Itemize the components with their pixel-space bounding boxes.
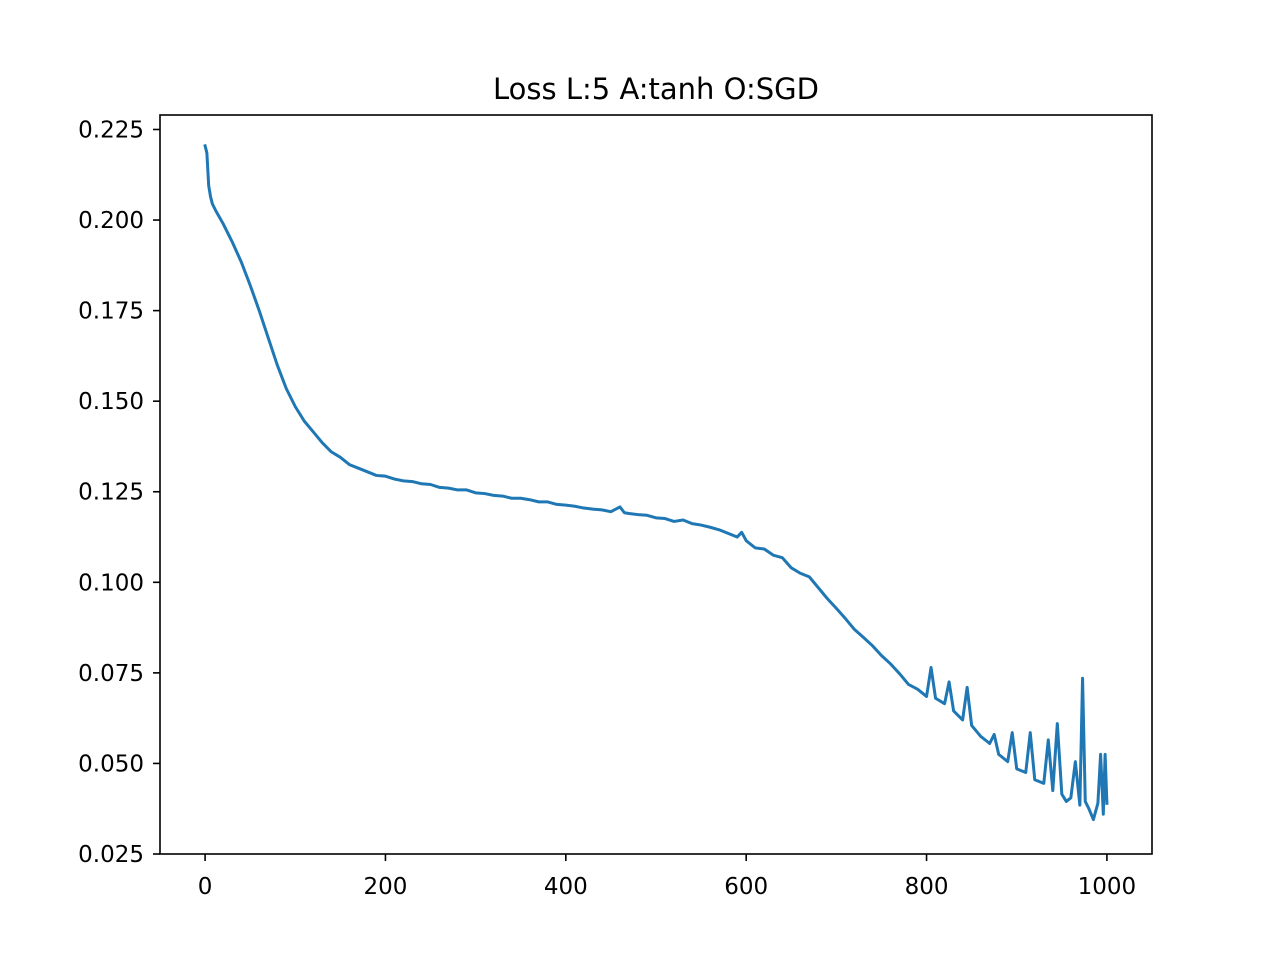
- y-tick-label: 0.075: [78, 661, 144, 687]
- x-tick-label: 400: [544, 874, 588, 900]
- loss-series-line: [203, 143, 1109, 822]
- x-tick-label: 200: [364, 874, 408, 900]
- x-tick-label: 1000: [1078, 874, 1137, 900]
- axes-frame: [159, 114, 1153, 855]
- x-axis-ticks: 0 200 400 600 800 1000: [198, 854, 1136, 900]
- y-tick-label: 0.050: [78, 751, 144, 777]
- y-tick-label: 0.200: [78, 208, 144, 234]
- series-layer: [203, 143, 1109, 822]
- x-tick-label: 0: [198, 874, 213, 900]
- x-tick-label: 800: [905, 874, 949, 900]
- y-tick-label: 0.025: [78, 842, 144, 868]
- y-tick-label: 0.175: [78, 299, 144, 325]
- y-tick-label: 0.100: [78, 570, 144, 596]
- x-tick-label: 600: [724, 874, 768, 900]
- chart-title: Loss L:5 A:tanh O:SGD: [493, 72, 819, 106]
- y-tick-label: 0.150: [78, 389, 144, 415]
- y-tick-label: 0.225: [78, 117, 144, 143]
- y-tick-label: 0.125: [78, 480, 144, 506]
- y-axis-ticks: 0.025 0.050 0.075 0.100 0.125 0.150 0.175 0.200…: [78, 117, 160, 868]
